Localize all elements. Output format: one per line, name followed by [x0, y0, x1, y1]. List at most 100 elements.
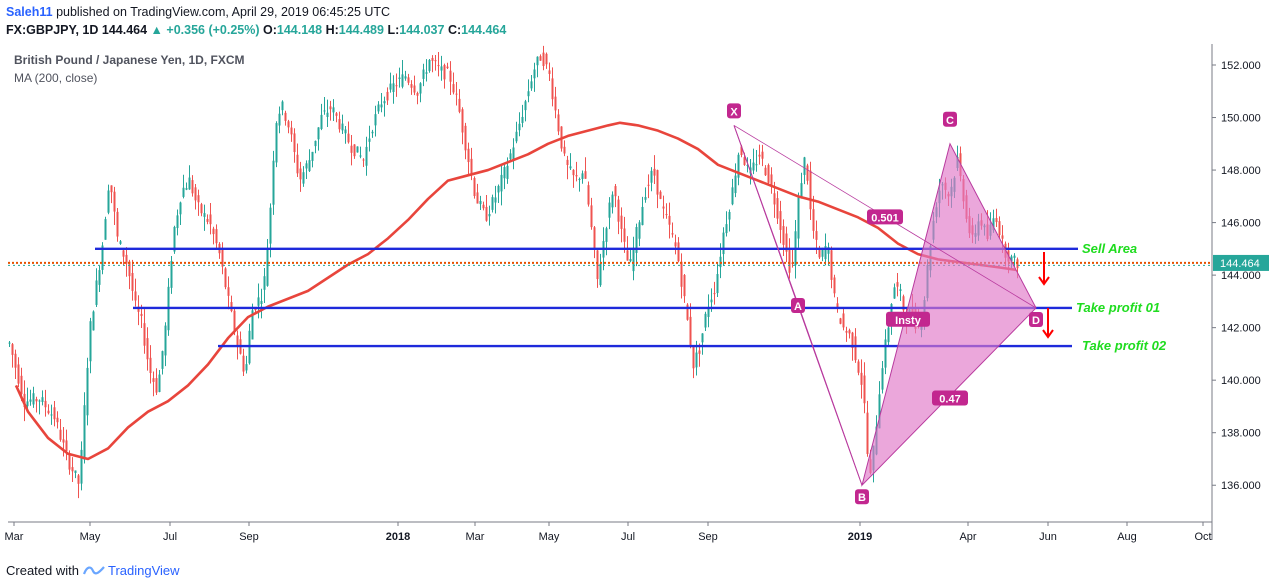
low-label: L: [387, 23, 400, 37]
candle-body [8, 342, 11, 344]
time-tick-label: May [539, 531, 560, 543]
candle-body [413, 85, 416, 93]
candle-body [701, 333, 704, 343]
candle-body [281, 101, 284, 111]
price-tick-label: 138.000 [1221, 428, 1261, 440]
candle-body [20, 375, 23, 395]
candle-body [656, 170, 659, 195]
candle-body [443, 65, 446, 80]
candle-body [518, 123, 521, 131]
candle-body [32, 393, 35, 405]
candle-body [647, 184, 650, 186]
candle-body [422, 69, 425, 79]
candle-body [662, 206, 665, 209]
candle-body [68, 455, 71, 470]
candle-body [611, 194, 614, 208]
red-arrow-down-2-head [1042, 329, 1054, 339]
candle-body [350, 145, 353, 153]
candle-body [98, 270, 101, 285]
candle-body [107, 190, 110, 213]
candle-body [434, 60, 437, 62]
candle-body [797, 197, 800, 239]
candle-body [74, 470, 77, 473]
candle-body [551, 78, 554, 100]
candle-body [263, 276, 266, 290]
candle-body [257, 297, 260, 306]
candle-body [449, 70, 452, 82]
candle-body [887, 327, 890, 343]
candle-body [707, 307, 710, 317]
candle-body [674, 242, 677, 247]
candle-body [23, 393, 26, 408]
tradingview-brand[interactable]: TradingView [108, 563, 180, 578]
time-tick-label: Sep [239, 531, 259, 543]
candle-body [401, 74, 404, 87]
candle-body [194, 187, 197, 201]
candle-body [323, 110, 326, 112]
candle-body [77, 475, 80, 484]
candle-body [329, 106, 332, 110]
candle-body [530, 81, 533, 89]
candle-body [125, 254, 128, 264]
candle-body [344, 129, 347, 134]
ratio-label-0-text: 0.501 [871, 212, 899, 224]
candle-body [512, 147, 515, 160]
candle-body [689, 316, 692, 347]
candle-body [389, 83, 392, 90]
candle-body [713, 293, 716, 295]
candle-body [269, 207, 272, 244]
candle-body [605, 228, 608, 242]
time-tick-label: Oct [1194, 531, 1211, 543]
candle-body [767, 165, 770, 183]
candle-body [452, 84, 455, 93]
candle-body [737, 154, 740, 178]
author-name[interactable]: Saleh11 [6, 5, 53, 19]
pattern-label-c: C [943, 111, 957, 127]
high-label: H: [325, 23, 339, 37]
candle-body [764, 167, 767, 176]
candle-body [236, 335, 239, 346]
candle-body [782, 226, 785, 245]
candle-body [287, 121, 290, 128]
candle-body [569, 166, 572, 169]
candle-body [893, 287, 896, 299]
candle-body [857, 361, 860, 373]
candle-body [374, 114, 377, 126]
candle-body [200, 204, 203, 214]
red-arrow-down-1 [1038, 252, 1050, 286]
candle-body [842, 313, 845, 328]
candle-body [164, 325, 167, 356]
candle-body [563, 146, 566, 154]
last-price-badge-bg [1213, 254, 1269, 271]
price-tick-label: 140.000 [1221, 375, 1261, 387]
candle-body [734, 175, 737, 194]
candle-body [815, 231, 818, 240]
candle-body [35, 398, 38, 402]
pattern-label-b-text: B [858, 492, 866, 504]
red-arrow-down-2 [1042, 308, 1054, 339]
candle-body [503, 167, 506, 179]
candle-body [11, 344, 14, 355]
candle-body [44, 400, 47, 408]
candle-body [359, 155, 362, 157]
candle-body [497, 185, 500, 193]
candle-body [827, 247, 830, 254]
candle-body [524, 101, 527, 111]
candle-body [722, 232, 725, 255]
candle-body [623, 228, 626, 242]
candle-body [230, 302, 233, 312]
candle-body [176, 215, 179, 229]
pattern-label-a: A [791, 298, 805, 314]
candle-body [776, 198, 779, 219]
indicator-legend[interactable]: MA (200, close) [14, 71, 98, 85]
candle-body [626, 250, 629, 261]
candle-body [26, 401, 29, 407]
candle-body [425, 72, 428, 74]
candle-body [251, 310, 254, 340]
instrument-legend[interactable]: British Pound / Japanese Yen, 1D, FXCM [14, 53, 245, 67]
candle-body [365, 146, 368, 166]
candle-body [830, 250, 833, 280]
candle-body [686, 304, 689, 320]
candle-body [332, 107, 335, 113]
